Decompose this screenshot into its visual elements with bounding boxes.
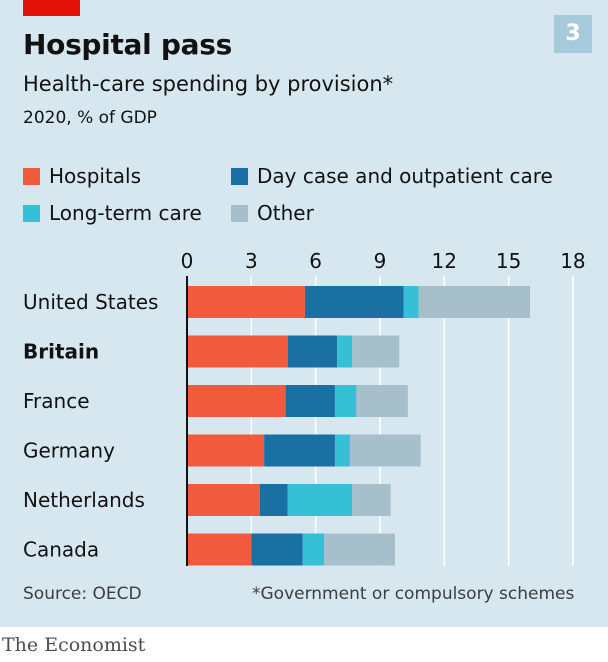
bar-united-states-other [418,286,531,318]
bar-netherlands-long-term-care [287,484,353,516]
bar-britain-day-case-and-outpatient-care [287,335,338,368]
x-tick-label-18: 18 [560,249,585,273]
bar-france-hospitals [187,385,286,417]
chart-title: Hospital pass [23,28,232,61]
bar-france-day-case-and-outpatient-care [285,385,335,417]
legend-swatch-hospitals [23,167,40,185]
bar-netherlands-other [352,484,391,516]
legend-swatch-other [231,204,248,222]
footnote: *Government or compulsory schemes [252,584,575,604]
chart-subtitle: Health-care spending by provision* [23,72,394,96]
legend-item-long-term-care: Long-term care [23,201,202,225]
bar-germany-long-term-care [334,434,350,467]
x-tick-label-0: 0 [181,249,194,273]
bar-canada-long-term-care [302,533,325,566]
legend-label-other: Other [257,201,314,225]
legend-swatch-long-term-care [23,204,40,222]
category-label-united-states: United States [23,290,158,314]
bar-france-other [356,385,408,417]
source-note: Source: OECD [23,584,142,604]
category-label-netherlands: Netherlands [23,488,145,512]
bar-britain-hospitals [187,335,288,368]
chart-unit: 2020, % of GDP [23,108,157,128]
chart-number-badge: 3 [554,15,592,53]
bar-britain-other [352,335,400,368]
category-label-germany: Germany [23,439,115,463]
bar-canada-hospitals [187,533,252,566]
bar-germany-day-case-and-outpatient-care [264,434,335,467]
bar-france-long-term-care [334,385,357,417]
legend-label-hospitals: Hospitals [49,164,142,188]
legend-item-hospitals: Hospitals [23,164,141,188]
brand-wordmark: The Economist [2,634,146,656]
bar-germany-hospitals [187,434,265,467]
legend-item-other: Other [231,201,314,225]
bar-united-states-day-case-and-outpatient-care [304,286,404,318]
x-tick-label-6: 6 [309,249,322,273]
legend-swatch-day-case [231,167,248,185]
bar-canada-other [324,533,395,566]
bar-united-states-long-term-care [403,286,419,318]
bar-netherlands-hospitals [187,484,260,516]
bar-canada-day-case-and-outpatient-care [251,533,303,566]
legend-label-day-case: Day case and outpatient care [257,164,553,188]
category-label-france: France [23,389,90,413]
x-tick-label-9: 9 [374,249,387,273]
bar-britain-long-term-care [337,335,353,368]
x-tick-label-15: 15 [496,249,521,273]
economist-red-tag [23,0,80,16]
x-tick-label-12: 12 [432,249,457,273]
bar-netherlands-day-case-and-outpatient-care [259,484,288,516]
legend-item-day-case: Day case and outpatient care [231,164,553,188]
bar-united-states-hospitals [187,286,305,318]
stacked-bar-chart: 0 3 6 9 12 15 18 United States Britain France Germ… [23,249,586,566]
bar-germany-other [349,434,421,467]
x-tick-label-3: 3 [245,249,258,273]
legend-label-long-term-care: Long-term care [49,201,202,225]
category-label-canada: Canada [23,538,99,562]
category-label-britain: Britain [23,340,99,364]
